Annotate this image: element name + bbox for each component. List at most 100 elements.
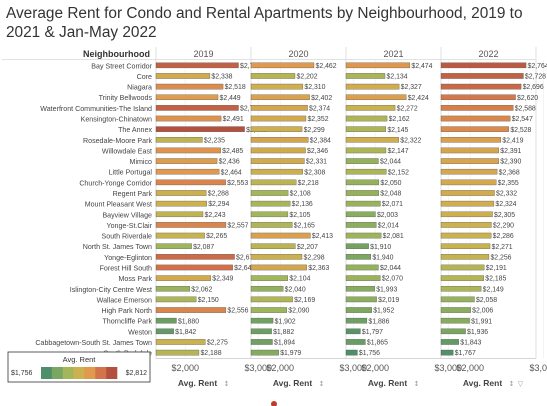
bar[interactable] [440,264,485,271]
bar[interactable] [250,168,303,175]
bar[interactable] [155,285,190,292]
bar[interactable] [250,232,311,239]
bar[interactable] [345,62,411,69]
bar[interactable] [155,94,219,101]
bar[interactable] [250,83,304,90]
bar[interactable] [155,200,207,207]
bar[interactable] [440,317,470,324]
bar[interactable] [155,73,211,79]
filter-icon[interactable]: ▽ [518,380,524,388]
bar[interactable] [440,339,459,345]
bar[interactable] [250,200,291,207]
bar[interactable] [155,339,206,345]
bar[interactable] [345,285,375,292]
bar[interactable] [155,264,233,271]
bar[interactable] [155,179,226,186]
bar[interactable] [440,105,514,111]
bar[interactable] [345,94,407,101]
bar[interactable] [440,211,493,218]
bar[interactable] [440,115,511,122]
bar[interactable] [345,317,368,324]
bar[interactable] [155,190,207,196]
bar[interactable] [250,222,293,228]
bar[interactable] [155,328,174,335]
sort-icon[interactable]: ↕ [224,380,230,388]
bar[interactable] [345,190,379,196]
sort-icon[interactable]: ↕ [509,380,515,388]
bar[interactable] [250,349,279,356]
bar[interactable] [345,126,387,132]
bar[interactable] [345,105,396,111]
bar[interactable] [440,179,497,186]
bar[interactable] [155,317,177,324]
bar[interactable] [250,73,296,79]
bar[interactable] [345,296,377,303]
bar[interactable] [440,254,490,260]
bar[interactable] [440,73,524,79]
bar[interactable] [345,211,376,218]
bar[interactable] [440,137,502,143]
bar[interactable] [440,328,466,335]
bar[interactable] [345,158,379,164]
bar[interactable] [250,296,293,303]
bar[interactable] [345,222,377,228]
bar[interactable] [345,147,387,154]
bar[interactable] [250,126,303,132]
bar[interactable] [345,307,372,313]
bar[interactable] [345,200,381,207]
bar[interactable] [345,349,358,356]
bar[interactable] [440,200,495,207]
bar[interactable] [250,328,272,335]
bar[interactable] [440,83,522,90]
bar[interactable] [440,190,495,196]
bar[interactable] [155,83,224,90]
bar[interactable] [155,243,192,249]
bar[interactable] [440,94,516,101]
bar[interactable] [155,222,227,228]
bar[interactable] [155,349,200,356]
sort-icon[interactable]: ↕ [414,380,420,388]
bar[interactable] [155,137,203,143]
bar[interactable] [440,222,492,228]
bar[interactable] [250,339,273,345]
bar[interactable] [345,264,379,271]
bar[interactable] [250,285,284,292]
bar[interactable] [440,62,527,69]
bar[interactable] [155,126,245,132]
bar[interactable] [250,254,303,260]
bar[interactable] [440,126,509,132]
bar[interactable] [440,232,492,239]
bar[interactable] [155,211,204,218]
bar[interactable] [155,275,211,281]
bar[interactable] [345,179,380,186]
bar[interactable] [250,264,307,271]
bar[interactable] [250,62,315,69]
bar[interactable] [345,339,366,345]
bar[interactable] [250,94,310,101]
bar[interactable] [250,275,289,281]
bar[interactable] [345,83,400,90]
bar[interactable] [440,243,491,249]
bar[interactable] [440,349,454,356]
bar[interactable] [345,73,386,79]
bar[interactable] [155,62,239,69]
bar[interactable] [250,179,297,186]
bar[interactable] [155,147,221,154]
bar[interactable] [250,243,296,249]
bar[interactable] [250,115,307,122]
bar[interactable] [440,158,499,164]
bar[interactable] [155,307,227,313]
bar[interactable] [345,275,381,281]
bar[interactable] [155,254,235,260]
bar[interactable] [345,137,399,143]
bar[interactable] [250,307,287,313]
bar[interactable] [440,147,499,154]
bar[interactable] [250,105,308,111]
bar[interactable] [345,115,388,122]
bar[interactable] [250,190,289,196]
bar[interactable] [155,296,197,303]
bar[interactable] [250,137,309,143]
bar[interactable] [250,158,305,164]
bar[interactable] [345,254,372,260]
bar[interactable] [345,243,369,249]
